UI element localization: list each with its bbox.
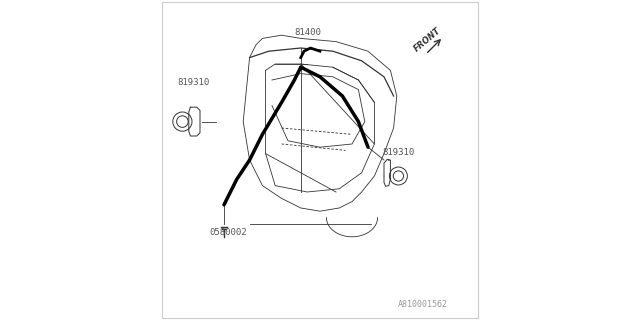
Text: 0580002: 0580002 (210, 228, 247, 237)
Text: A810001562: A810001562 (398, 300, 448, 309)
Text: FRONT: FRONT (413, 26, 443, 53)
Text: 819310: 819310 (383, 148, 415, 157)
Text: 81400: 81400 (294, 28, 321, 37)
Text: 819310: 819310 (178, 78, 210, 87)
